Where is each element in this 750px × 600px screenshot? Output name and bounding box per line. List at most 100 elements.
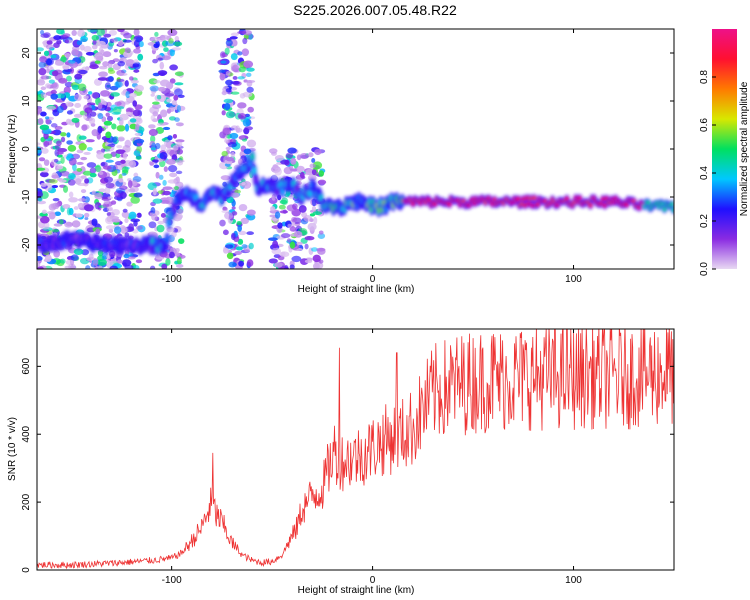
spectrogram-noise-blob	[55, 202, 60, 207]
spectrogram-noise-blob	[89, 167, 97, 174]
spectrogram-noise-blob	[311, 157, 316, 163]
spectrogram-noise-blob	[225, 79, 233, 86]
spectrogram-noise-blob	[227, 141, 237, 148]
spectrogram-noise-blob	[267, 237, 278, 241]
spectrogram-noise-blob	[152, 187, 157, 196]
spectrogram-noise-blob	[148, 124, 156, 129]
spectrogram-noise-blob	[285, 152, 294, 159]
spectrogram-noise-blob	[224, 47, 230, 55]
spectrogram-noise-blob	[132, 100, 138, 107]
spectrogram-noise-blob	[60, 56, 67, 63]
spectrogram-noise-blob	[97, 77, 108, 81]
spectrogram-noise-blob	[270, 206, 276, 212]
spectrogram-noise-blob	[121, 211, 130, 219]
spectrogram-noise-blob	[116, 78, 125, 82]
spectrogram-noise-blob	[148, 221, 157, 229]
spectrogram-noise-blob	[151, 159, 159, 163]
spectrogram-noise-blob	[150, 147, 157, 151]
spectrogram-noise-blob	[162, 126, 171, 131]
spectrogram-noise-blob	[102, 51, 112, 58]
spectrogram-noise-blob	[62, 65, 70, 70]
spectrogram-noise-blob	[117, 29, 125, 33]
spectrogram-noise-blob	[60, 156, 65, 164]
spectrogram-noise-blob	[162, 179, 167, 186]
spectrogram-noise-blob	[37, 191, 43, 197]
spectrogram-noise-blob	[220, 175, 231, 181]
spectrogram-noise-blob	[150, 36, 160, 43]
spectrogram-noise-blob	[131, 180, 138, 187]
spectrogram-noise-blob	[163, 139, 172, 148]
spectrogram-noise-blob	[238, 203, 248, 212]
snr-xlabel: Height of straight line (km)	[298, 585, 415, 596]
spectrogram-noise-blob	[125, 91, 131, 99]
spectrogram-noise-blob	[174, 35, 180, 42]
spectrogram-noise-blob	[123, 160, 134, 167]
spectrogram-noise-blob	[175, 139, 185, 143]
spectrogram-noise-blob	[40, 33, 50, 38]
spectrogram-noise-blob	[177, 208, 184, 215]
spectrogram-noise-blob	[39, 124, 50, 131]
spectrogram-noise-blob	[230, 32, 239, 37]
spectrogram-noise-blob	[224, 211, 233, 220]
spectrogram-noise-blob	[313, 216, 318, 225]
spectrogram-noise-blob	[245, 79, 256, 83]
spectrogram-noise-blob	[150, 265, 156, 269]
spectrogram-noise-blob	[80, 156, 88, 161]
spectrogram-noise-blob	[226, 252, 234, 260]
spectrogram-noise-blob	[317, 179, 327, 185]
spectrogram-noise-blob	[128, 211, 137, 220]
spectrogram-noise-blob	[123, 101, 131, 105]
spectrogram-noise-blob	[44, 116, 50, 120]
spectrogram-noise-blob	[64, 265, 75, 269]
spectrogram-noise-blob	[43, 159, 50, 166]
spectrogram-noise-blob	[106, 101, 112, 107]
spectrogram-noise-blob	[128, 92, 138, 98]
spectrogram-noise-blob	[130, 79, 139, 84]
spectrogram-ridge-layer	[37, 149, 674, 256]
spectrogram-noise-blob	[74, 73, 83, 80]
spectrogram-noise-blob	[172, 133, 178, 139]
spectrogram-noise-blob	[64, 53, 71, 58]
spectrogram-noise-blob	[291, 255, 302, 263]
spectrogram-noise-blob	[124, 47, 131, 53]
spectrogram-noise-blob	[224, 139, 229, 143]
spectrogram-noise-blob	[76, 40, 83, 46]
spectrogram-noise-blob	[48, 79, 55, 84]
spectrogram-noise-blob	[124, 217, 129, 223]
spectrogram-noise-blob	[98, 71, 108, 78]
spectrogram-noise-blob	[162, 190, 171, 196]
spectrogram-noise-blob	[79, 44, 85, 51]
spectrogram-noise-blob	[307, 174, 317, 182]
spectrogram-noise-blob	[53, 35, 62, 41]
spectrogram-noise-blob	[98, 188, 106, 193]
spectrogram-noise-blob	[159, 79, 170, 87]
spectrogram-ytick-label: -20	[21, 237, 32, 252]
spectrogram-noise-blob	[41, 147, 49, 154]
spectrogram-noise-blob	[111, 218, 121, 223]
spectrogram-noise-blob	[76, 167, 83, 172]
spectrogram-noise-blob	[40, 92, 48, 99]
spectrogram-noise-blob	[223, 98, 234, 104]
spectrogram-noise-blob	[37, 106, 43, 114]
spectrogram-noise-blob	[312, 254, 321, 263]
spectrogram-noise-blob	[296, 241, 303, 246]
spectrogram-noise-blob	[89, 64, 99, 70]
spectrogram-noise-blob	[159, 34, 169, 40]
spectrogram-noise-blob	[76, 161, 84, 166]
spectrogram-noise-blob	[137, 53, 144, 61]
spectrogram-noise-blob	[133, 150, 141, 157]
spectrogram-noise-blob	[52, 129, 62, 136]
spectrogram-noise-blob	[76, 149, 84, 154]
spectrogram-noise-blob	[175, 141, 183, 148]
spectrogram-noise-blob	[168, 106, 175, 113]
spectrogram-noise-blob	[174, 88, 183, 97]
spectrogram-noise-blob	[85, 51, 95, 56]
spectrogram-noise-blob	[279, 199, 288, 205]
spectrogram-noise-blob	[283, 166, 293, 175]
spectrogram-noise-blob	[277, 222, 283, 229]
spectrogram-noise-blob	[117, 106, 125, 110]
spectrogram-noise-blob	[156, 95, 162, 100]
spectrogram-noise-blob	[50, 54, 57, 59]
spectrogram-noise-blob	[99, 46, 104, 54]
